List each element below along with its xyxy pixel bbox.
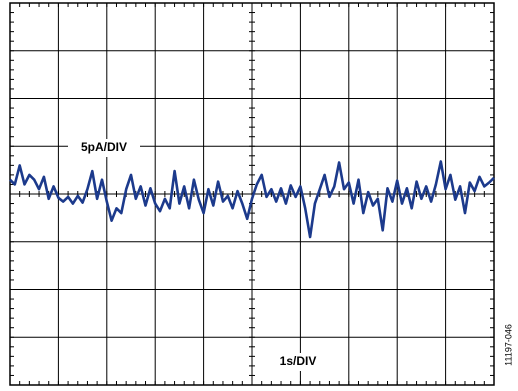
figure-id: 11197-046	[503, 324, 513, 366]
trace	[9, 160, 495, 239]
plot-frame	[9, 2, 495, 386]
scale-label: 1s/DIV	[280, 354, 317, 368]
label-background	[68, 139, 140, 157]
scale-label: 5pA/DIV	[81, 140, 127, 154]
label-background	[272, 353, 324, 371]
